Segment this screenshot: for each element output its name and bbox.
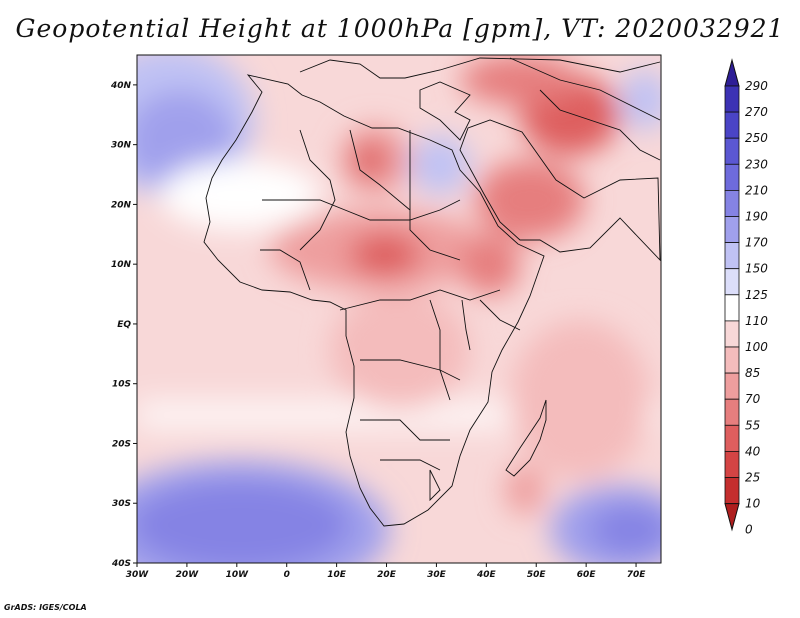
colorbar-label: 10 <box>745 497 761 511</box>
map-title: Geopotential Height at 1000hPa [gpm], VT… <box>15 14 785 43</box>
lat-tick-label: 40N <box>110 81 132 91</box>
lat-tick-label: 30N <box>111 141 132 151</box>
height-field <box>137 55 661 563</box>
colorbar-label: 85 <box>745 366 760 380</box>
longitude-axis: 30W 20W 10W 0 10E 20E 30E 40E 50E 60E 70E <box>126 563 646 580</box>
lon-tick-label: 10E <box>327 570 347 580</box>
colorbar-label: 190 <box>745 210 768 224</box>
colorbar-swatch <box>724 111 740 139</box>
colorbar-swatch <box>724 372 740 400</box>
colorbar-label: 250 <box>745 131 768 145</box>
colorbar-swatch <box>724 320 740 348</box>
lat-tick-label: 30S <box>112 499 131 509</box>
colorbar-label: 40 <box>745 444 761 458</box>
colorbar-label: 150 <box>745 262 768 276</box>
lon-tick-label: 70E <box>627 570 647 580</box>
lon-tick-label: 0 <box>284 570 290 580</box>
lon-tick-label: 20W <box>176 570 200 580</box>
colorbar-label: 210 <box>745 183 768 197</box>
colorbar-label: 0 <box>745 523 753 537</box>
coastlines <box>203 57 661 527</box>
lon-tick-label: 50E <box>527 570 547 580</box>
lat-tick-label: 20N <box>111 200 132 210</box>
colorbar-label: 110 <box>745 314 768 328</box>
colorbar-label: 70 <box>745 392 761 406</box>
latitude-axis: 40N 30N 20N 10N EQ 10S 20S 30S 40S <box>110 81 137 569</box>
colorbar-label: 230 <box>745 157 768 171</box>
colorbar-swatch <box>724 189 740 217</box>
lat-tick-label: 10S <box>112 380 131 390</box>
lat-tick-label: 40S <box>111 559 131 569</box>
grads-credit: GrADS: IGES/COLA <box>4 603 87 612</box>
colorbar: 2902702502302101901701501251101008570554… <box>724 58 768 537</box>
colorbar-label: 55 <box>745 418 760 432</box>
colorbar-label: 290 <box>745 79 768 93</box>
lat-tick-label: 10N <box>111 260 132 270</box>
lat-tick-label: 20S <box>112 439 131 449</box>
colorbar-swatch <box>724 137 740 165</box>
lon-tick-label: 60E <box>577 570 597 580</box>
lon-tick-label: 20E <box>377 570 397 580</box>
colorbar-label: 270 <box>745 105 768 119</box>
colorbar-label: 125 <box>745 288 768 302</box>
colorbar-swatch <box>724 398 740 426</box>
colorbar-swatch <box>724 346 740 374</box>
colorbar-label: 100 <box>745 340 768 354</box>
lon-tick-label: 30W <box>126 570 150 580</box>
colorbar-bottom-arrow <box>724 503 740 532</box>
colorbar-swatch <box>724 163 740 191</box>
colorbar-swatch <box>724 294 740 322</box>
lon-tick-label: 10W <box>226 570 250 580</box>
colorbar-swatch <box>724 477 740 505</box>
lat-tick-label: EQ <box>117 320 131 330</box>
colorbar-swatch <box>724 216 740 244</box>
colorbar-swatch <box>724 268 740 296</box>
plot-frame <box>136 54 662 564</box>
colorbar-swatch <box>724 424 740 452</box>
colorbar-top-arrow <box>724 58 740 87</box>
colorbar-swatch <box>724 85 740 113</box>
lon-tick-label: 40E <box>476 570 497 580</box>
colorbar-label: 170 <box>745 236 768 250</box>
lon-tick-label: 30E <box>427 570 447 580</box>
colorbar-swatch <box>724 450 740 478</box>
colorbar-label: 25 <box>745 471 760 485</box>
colorbar-swatch <box>724 242 740 270</box>
